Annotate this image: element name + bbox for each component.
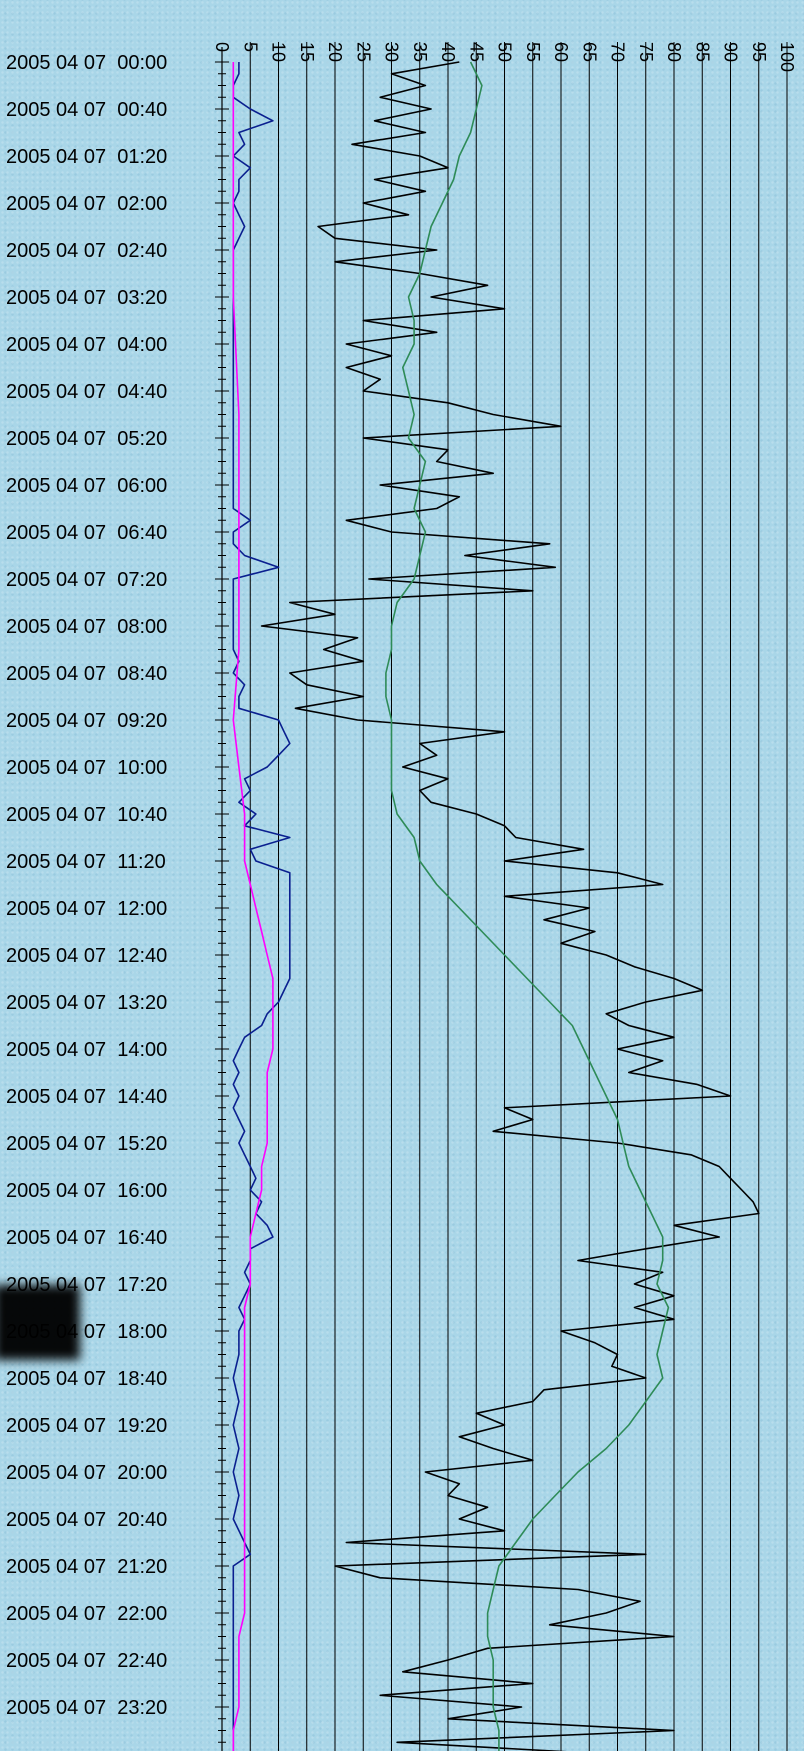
- time-tick-label: 2005 04 07 09:20: [6, 710, 167, 732]
- time-tick-label: 2005 04 07 16:40: [6, 1227, 167, 1249]
- time-tick-label: 2005 04 07 19:20: [6, 1415, 167, 1437]
- value-tick-label: 25: [353, 42, 373, 62]
- time-tick-label: 2005 04 07 16:00: [6, 1180, 167, 1202]
- time-tick-label: 2005 04 07 14:00: [6, 1039, 167, 1061]
- time-tick-label: 2005 04 07 01:20: [6, 146, 167, 168]
- value-tick-label: 15: [297, 42, 317, 62]
- time-tick-label: 2005 04 07 06:40: [6, 522, 167, 544]
- series-line-0: [260, 61, 760, 1751]
- time-tick-label: 2005 04 07 00:40: [6, 99, 167, 121]
- series-line-2: [232, 62, 291, 1751]
- value-tick-label: 90: [721, 42, 741, 62]
- time-tick-label: 2005 04 07 03:20: [6, 287, 167, 309]
- value-tick-label: 5: [240, 42, 260, 52]
- value-tick-label: 85: [692, 42, 712, 62]
- time-tick-label: 2005 04 07 02:40: [6, 240, 167, 262]
- time-axis-labels: 2005 04 07 00:00 2005 04 07 00:40 2005 04 …: [6, 52, 167, 1719]
- time-tick-label: 2005 04 07 06:00: [6, 475, 167, 497]
- time-tick-label: 2005 04 07 08:40: [6, 663, 167, 685]
- value-tick-label: 40: [438, 42, 458, 62]
- value-tick-label: 20: [325, 42, 345, 62]
- time-tick-label: 2005 04 07 13:20: [6, 992, 167, 1014]
- time-tick-label: 2005 04 07 21:20: [6, 1556, 167, 1578]
- time-tick-label: 2005 04 07 04:40: [6, 381, 167, 403]
- time-tick-label: 2005 04 07 05:20: [6, 428, 167, 450]
- value-tick-label: 100: [777, 42, 797, 72]
- value-tick-label: 80: [664, 42, 684, 62]
- time-tick-label: 2005 04 07 12:00: [6, 898, 167, 920]
- time-tick-label: 2005 04 07 10:00: [6, 757, 167, 779]
- time-tick-label: 2005 04 07 04:00: [6, 334, 167, 356]
- time-tick-label: 2005 04 07 23:20: [6, 1697, 167, 1719]
- value-tick-label: 60: [551, 42, 571, 62]
- value-tick-label: 70: [608, 42, 628, 62]
- value-tick-label: 65: [579, 42, 599, 62]
- time-tick-label: 2005 04 07 18:40: [6, 1368, 167, 1390]
- redaction-box: [0, 1285, 80, 1360]
- grid-lines: [249, 42, 788, 1751]
- time-tick-label: 2005 04 07 00:00: [6, 52, 167, 74]
- time-tick-label: 2005 04 07 14:40: [6, 1086, 167, 1108]
- value-tick-label: 35: [410, 42, 430, 62]
- value-tick-label: 55: [523, 42, 543, 62]
- value-tick-label: 0: [212, 42, 232, 52]
- time-tick-label: 2005 04 07 11:20: [6, 851, 166, 873]
- time-tick-label: 2005 04 07 22:00: [6, 1603, 167, 1625]
- time-tick-label: 2005 04 07 20:00: [6, 1462, 167, 1484]
- time-tick-label: 2005 04 07 08:00: [6, 616, 167, 638]
- time-tick-label: 2005 04 07 15:20: [6, 1133, 167, 1155]
- series-line-3: [232, 62, 274, 1751]
- time-tick-label: 2005 04 07 02:00: [6, 193, 167, 215]
- value-tick-label: 95: [749, 42, 769, 62]
- data-series: [232, 61, 760, 1751]
- time-tick-label: 2005 04 07 12:40: [6, 945, 167, 967]
- value-tick-label: 10: [269, 42, 289, 62]
- time-tick-label: 2005 04 07 10:40: [6, 804, 167, 826]
- time-tick-label: 2005 04 07 20:40: [6, 1509, 167, 1531]
- time-tick-label: 2005 04 07 07:20: [6, 569, 167, 591]
- time-tick-label: 2005 04 07 22:40: [6, 1650, 167, 1672]
- axes: [215, 47, 229, 1751]
- value-tick-label: 45: [466, 42, 486, 62]
- value-tick-label: 50: [495, 42, 515, 62]
- value-axis-labels: 0 5 10 15 20 25 30 35 40 45 50 55 60 65 70 75 80 85 90 95 10…: [212, 42, 797, 72]
- value-tick-label: 30: [382, 42, 402, 62]
- series-line-1: [385, 61, 670, 1751]
- value-tick-label: 75: [636, 42, 656, 62]
